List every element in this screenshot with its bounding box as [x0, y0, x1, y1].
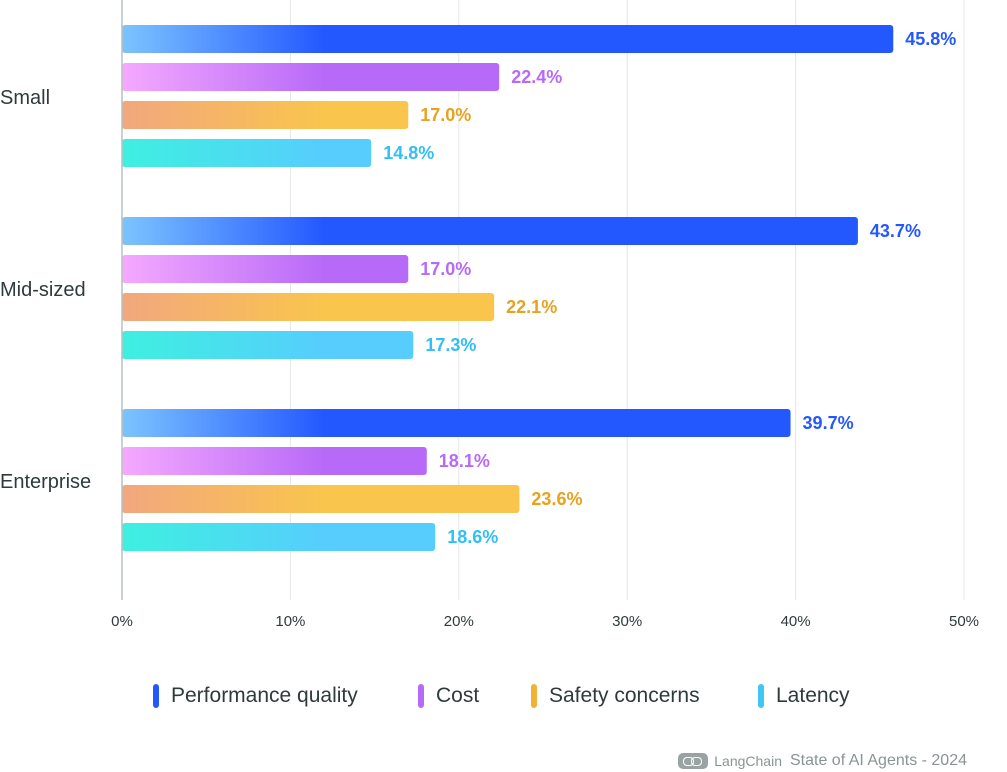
x-tick-label: 20% [444, 613, 474, 630]
x-tick-label: 50% [949, 613, 979, 630]
bar-small-cost [122, 63, 500, 91]
value-label-small-cost: 22.4% [511, 67, 562, 87]
legend-item-cost: Cost [418, 680, 479, 712]
category-label-mid-sized: Mid-sized [0, 279, 86, 301]
bar-enterprise-safety-concerns [122, 485, 520, 513]
value-label-mid-sized-safety-concerns: 22.1% [506, 297, 557, 317]
legend-item-safety-concerns: Safety concerns [531, 680, 700, 712]
legend-label-latency: Latency [776, 684, 850, 707]
bars [122, 25, 894, 551]
legend-label-performance-quality: Performance quality [171, 684, 358, 707]
report-title: State of AI Agents - 2024 [789, 752, 967, 769]
category-label-small: Small [0, 87, 50, 109]
category-label-enterprise: Enterprise [0, 471, 91, 493]
bar-enterprise-performance-quality [122, 409, 791, 437]
value-label-small-safety-concerns: 17.0% [420, 105, 471, 125]
value-label-enterprise-safety-concerns: 23.6% [531, 489, 582, 509]
value-label-small-latency: 14.8% [383, 143, 434, 163]
bar-mid-sized-cost [122, 255, 409, 283]
bar-enterprise-cost [122, 447, 427, 475]
value-label-mid-sized-performance-quality: 43.7% [870, 221, 921, 241]
x-tick-label: 30% [612, 613, 642, 630]
legend-swatch-latency [758, 684, 764, 708]
x-tick-label: 10% [275, 613, 305, 630]
bar-chart: 0% 10% 20% 30% 40% 50% Small Mid-sized Enterpris… [0, 0, 979, 630]
value-label-enterprise-cost: 18.1% [439, 451, 490, 471]
legend-item-latency: Latency [758, 680, 850, 712]
value-label-mid-sized-cost: 17.0% [420, 259, 471, 279]
x-tick-label: 40% [781, 613, 811, 630]
value-label-mid-sized-latency: 17.3% [425, 335, 476, 355]
value-label-small-performance-quality: 45.8% [905, 29, 956, 49]
bar-small-performance-quality [122, 25, 894, 53]
legend-label-cost: Cost [436, 684, 480, 707]
labels: 0% 10% 20% 30% 40% 50% Small Mid-sized Enterpris… [0, 29, 979, 630]
footer: LangChain State of AI Agents - 2024 [678, 750, 967, 772]
legend-swatch-safety-concerns [531, 684, 537, 708]
value-label-enterprise-latency: 18.6% [447, 527, 498, 547]
bar-small-safety-concerns [122, 101, 409, 129]
langchain-logo-icon [678, 753, 709, 769]
value-label-enterprise-performance-quality: 39.7% [803, 413, 854, 433]
brand-name: LangChain [714, 753, 782, 769]
bar-mid-sized-performance-quality [122, 217, 858, 245]
legend-item-performance-quality: Performance quality [153, 680, 358, 712]
legend: Performance quality Cost Safety concerns… [0, 680, 1007, 712]
bar-mid-sized-safety-concerns [122, 293, 495, 321]
legend-label-safety-concerns: Safety concerns [549, 684, 700, 707]
bar-mid-sized-latency [122, 331, 414, 359]
x-tick-label: 0% [111, 613, 133, 630]
legend-swatch-cost [418, 684, 424, 708]
legend-swatch-performance-quality [153, 684, 159, 708]
bar-enterprise-latency [122, 523, 436, 551]
bar-small-latency [122, 139, 372, 167]
